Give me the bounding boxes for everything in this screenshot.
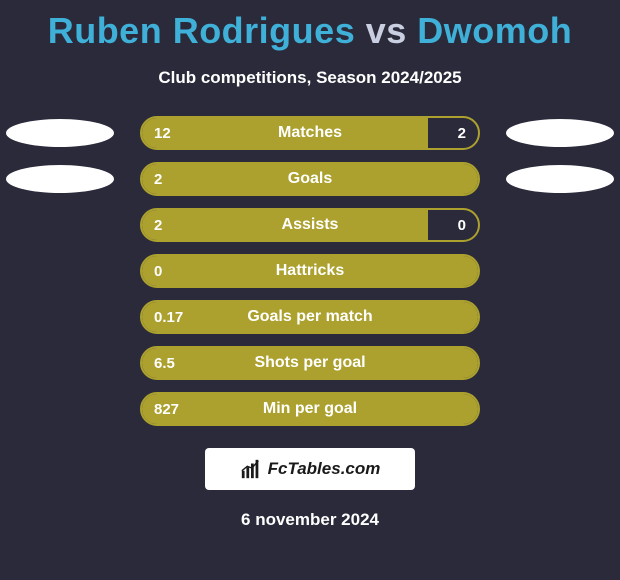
stat-bar: 0Hattricks [140, 254, 480, 288]
player1-name: Ruben Rodrigues [48, 10, 356, 51]
comparison-chart: 12Matches22Goals2Assists00Hattricks0.17G… [0, 116, 620, 426]
team-badge-left [6, 165, 114, 193]
brand-text: FcTables.com [268, 459, 381, 479]
stat-label: Min per goal [142, 394, 478, 424]
stat-value-right: 2 [458, 118, 466, 148]
page-title: Ruben Rodrigues vs Dwomoh [0, 0, 620, 52]
brand-badge: FcTables.com [205, 448, 415, 490]
stat-bar: 2Assists0 [140, 208, 480, 242]
stat-label: Goals per match [142, 302, 478, 332]
stat-label: Matches [142, 118, 478, 148]
stat-bar: 2Goals [140, 162, 480, 196]
stat-label: Shots per goal [142, 348, 478, 378]
stat-bar: 12Matches2 [140, 116, 480, 150]
stat-bar: 827Min per goal [140, 392, 480, 426]
stat-label: Hattricks [142, 256, 478, 286]
stat-row: 0.17Goals per match [0, 300, 620, 334]
team-badge-right [506, 165, 614, 193]
subtitle: Club competitions, Season 2024/2025 [0, 68, 620, 88]
stat-bar: 0.17Goals per match [140, 300, 480, 334]
stat-value-right: 0 [458, 210, 466, 240]
stat-label: Goals [142, 164, 478, 194]
stat-row: 0Hattricks [0, 254, 620, 288]
player2-name: Dwomoh [417, 10, 572, 51]
team-badge-right [506, 119, 614, 147]
stat-label: Assists [142, 210, 478, 240]
team-badge-left [6, 119, 114, 147]
stat-row: 6.5Shots per goal [0, 346, 620, 380]
stat-row: 827Min per goal [0, 392, 620, 426]
chart-icon [240, 458, 262, 480]
stat-bar: 6.5Shots per goal [140, 346, 480, 380]
vs-label: vs [366, 10, 407, 51]
stat-row: 12Matches2 [0, 116, 620, 150]
footer-date: 6 november 2024 [0, 510, 620, 530]
stat-row: 2Assists0 [0, 208, 620, 242]
stat-row: 2Goals [0, 162, 620, 196]
